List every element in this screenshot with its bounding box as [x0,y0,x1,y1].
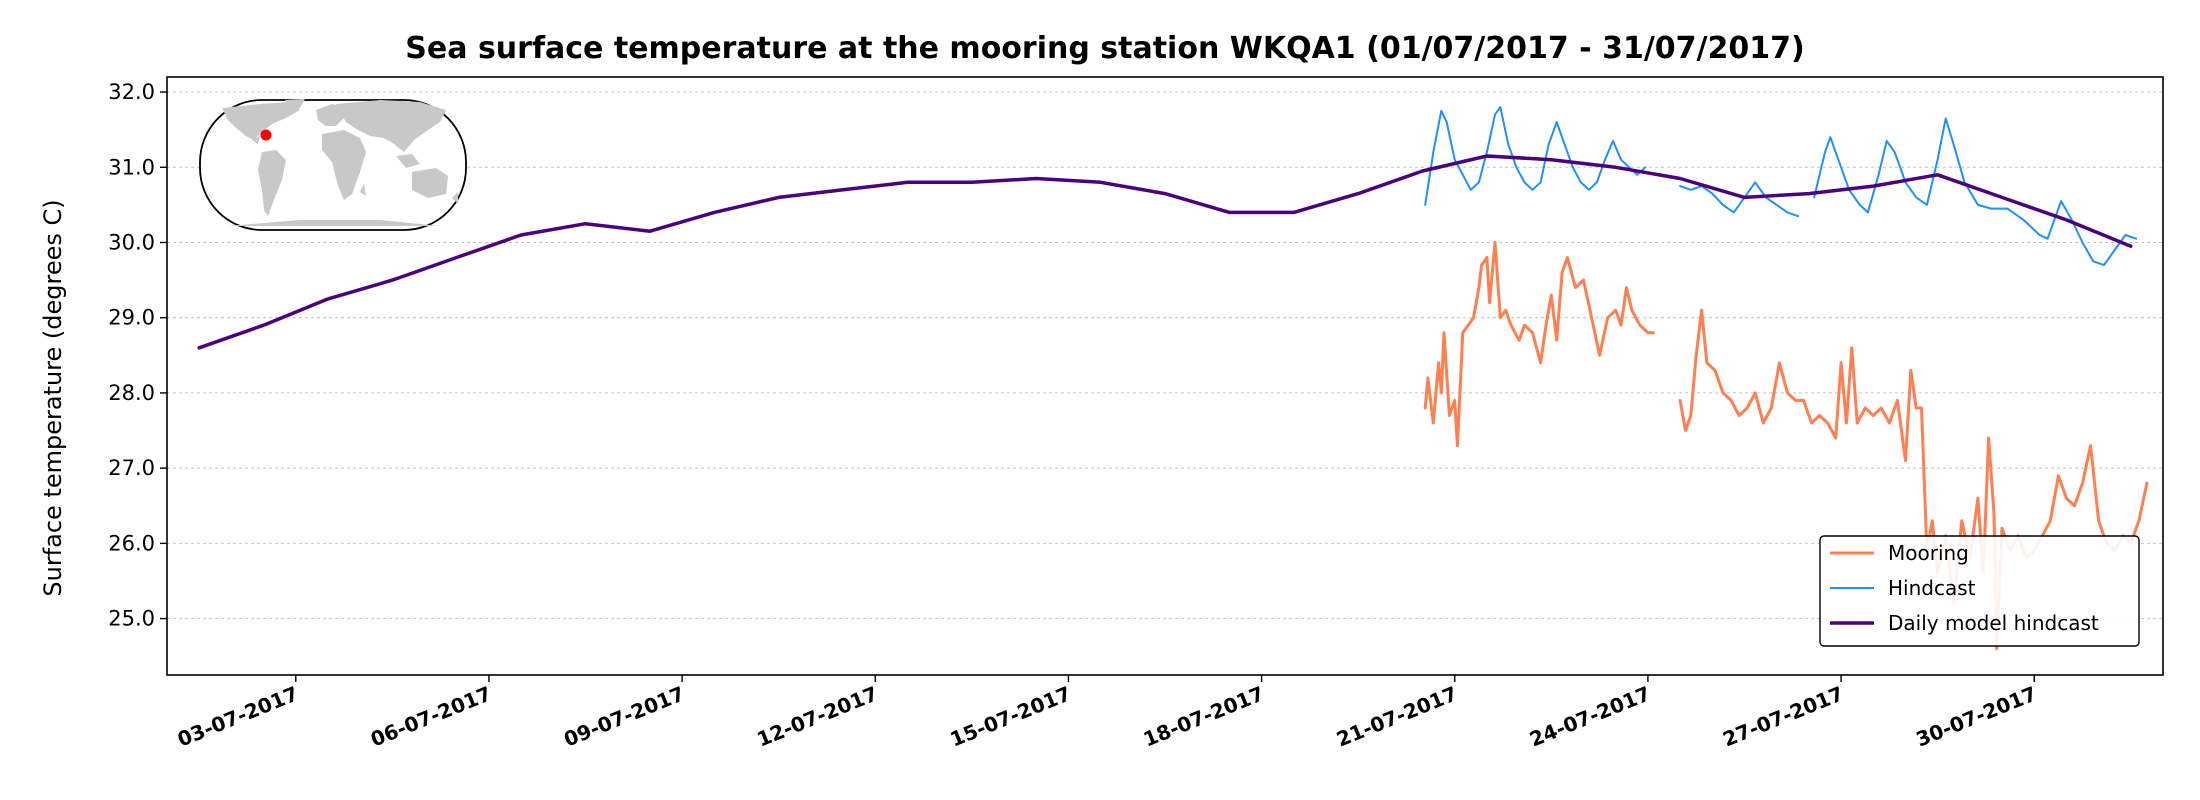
y-tick-label: 31.0 [108,155,155,179]
map-landmasses [222,99,458,226]
series-mooring-line [1423,241,2149,651]
y-axis-label: Surface temperature (degrees C) [39,199,67,596]
plot-frame [166,76,2164,676]
x-tick-label: 21-07-2017 [1333,681,1461,751]
legend: Mooring Hindcast Daily model hindcast [1819,535,2140,647]
x-tick-label: 12-07-2017 [754,681,882,751]
y-ticks: 25.0 26.0 27.0 28.0 29.0 30.0 31.0 32.0 [108,80,167,631]
x-tick-label: 24-07-2017 [1526,681,1654,751]
x-ticks: 03-07-2017 06-07-2017 09-07-2017 12-07-2017… [174,675,2040,752]
x-tick-label: 15-07-2017 [947,681,1075,751]
legend-label-hindcast: Hindcast [1888,576,1976,600]
y-tick-label: 27.0 [108,456,155,480]
station-marker [260,129,272,141]
legend-label-daily: Daily model hindcast [1888,611,2099,635]
x-tick-label: 09-07-2017 [560,681,688,751]
x-tick-label: 03-07-2017 [174,681,302,751]
series-hindcast-line [1424,106,2138,267]
y-tick-label: 28.0 [108,381,155,405]
series-daily-model-hindcast-line [197,154,2133,350]
y-tick-label: 32.0 [108,80,155,104]
y-tick-label: 25.0 [108,607,155,631]
y-tick-label: 30.0 [108,230,155,254]
y-tick-label: 29.0 [108,306,155,330]
x-tick-label: 06-07-2017 [367,681,495,751]
y-tick-label: 26.0 [108,531,155,555]
legend-label-mooring: Mooring [1888,541,1969,565]
x-tick-label: 18-07-2017 [1140,681,1268,751]
world-map-inset [199,99,467,231]
legend-box [1819,535,2140,647]
x-tick-label: 27-07-2017 [1719,681,1847,751]
chart-title: Sea surface temperature at the mooring s… [405,31,1804,66]
series-lines [197,106,2149,651]
x-tick-label: 30-07-2017 [1912,681,2040,751]
